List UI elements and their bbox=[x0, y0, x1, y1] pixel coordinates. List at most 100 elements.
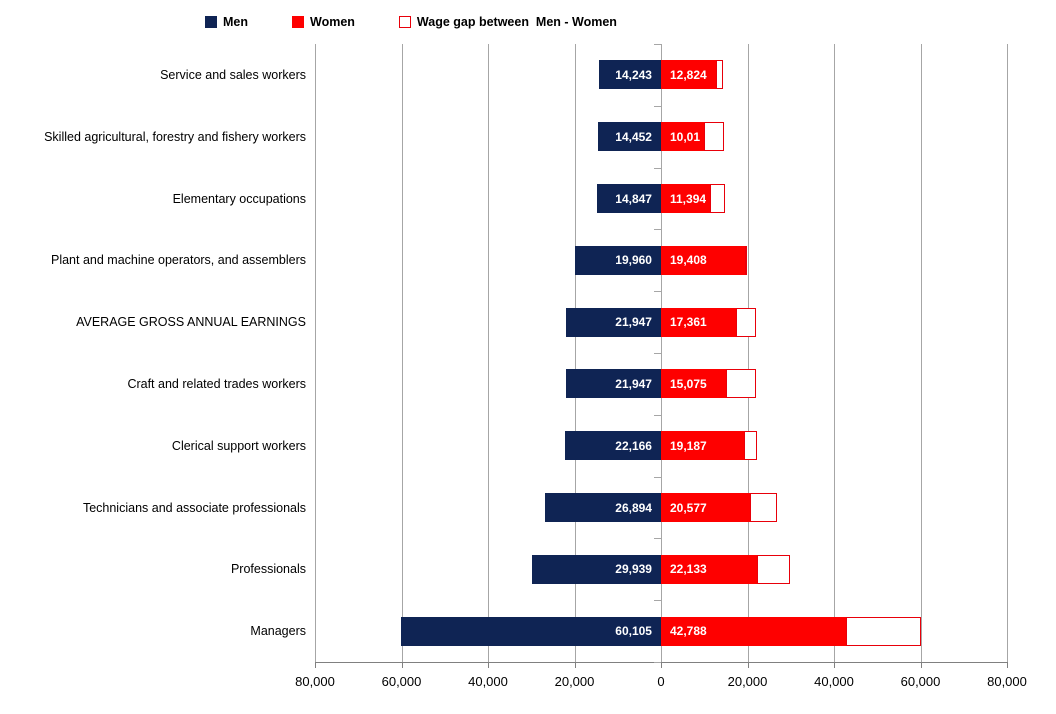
category-label: Managers bbox=[250, 624, 306, 639]
legend-item-women: Women bbox=[292, 15, 355, 29]
women-value-label: 10,01 bbox=[670, 129, 701, 144]
category-axis-tick bbox=[654, 538, 661, 540]
category-axis-tick bbox=[654, 229, 661, 231]
wage-gap-bar bbox=[736, 307, 756, 337]
men-bar: 29,939 bbox=[531, 554, 661, 584]
women-value-label: 12,824 bbox=[670, 67, 707, 82]
category-axis-tick bbox=[654, 291, 661, 293]
women-bar: 10,01 bbox=[661, 122, 705, 152]
women-value-label: 20,577 bbox=[670, 500, 707, 515]
x-axis-tick bbox=[401, 662, 403, 668]
category-label: Service and sales workers bbox=[160, 67, 306, 82]
gridline bbox=[834, 44, 835, 662]
women-bar: 15,075 bbox=[661, 369, 727, 399]
men-bar: 21,947 bbox=[566, 307, 661, 337]
women-bar: 22,133 bbox=[661, 554, 757, 584]
women-bar: 20,577 bbox=[661, 493, 750, 522]
category-label: Elementary occupations bbox=[172, 191, 306, 206]
wage-gap-bar bbox=[743, 431, 757, 461]
men-bar: 19,960 bbox=[574, 245, 661, 275]
women-bar: 12,824 bbox=[661, 60, 717, 90]
women-bar: 11,394 bbox=[661, 184, 711, 213]
wage-gap-bar bbox=[704, 122, 724, 152]
category-axis-tick bbox=[654, 353, 661, 354]
men-bar: 22,166 bbox=[565, 431, 661, 461]
x-axis-tick bbox=[1007, 662, 1008, 668]
category-axis-tick bbox=[654, 105, 661, 107]
wage-gap-bar bbox=[749, 493, 778, 522]
category-axis-tick bbox=[654, 476, 661, 478]
category-label: Clerical support workers bbox=[171, 438, 306, 453]
gridline bbox=[488, 44, 489, 662]
x-tick-label: 60,000 bbox=[900, 674, 941, 689]
gridline bbox=[920, 44, 922, 662]
women-value-label: 15,075 bbox=[670, 376, 707, 391]
wage-gap-bar bbox=[756, 554, 791, 584]
men-bar: 14,243 bbox=[599, 60, 661, 90]
men-value-label: 60,105 bbox=[615, 624, 652, 639]
x-tick-label: 40,000 bbox=[814, 674, 854, 689]
gridline bbox=[661, 44, 662, 662]
men-swatch-icon bbox=[205, 16, 217, 28]
x-tick-label: 60,000 bbox=[381, 674, 422, 689]
women-value-label: 42,788 bbox=[670, 624, 707, 639]
wage-gap-bar bbox=[726, 369, 756, 399]
x-axis-tick bbox=[574, 662, 576, 668]
category-axis-tick bbox=[654, 414, 661, 416]
x-axis-tick bbox=[661, 662, 662, 668]
legend-item-wage-gap: Wage gap between Men - Women bbox=[398, 15, 617, 29]
men-bar: 14,847 bbox=[596, 184, 661, 213]
category-label: AVERAGE GROSS ANNUAL EARNINGS bbox=[76, 315, 306, 330]
category-label: Craft and related trades workers bbox=[127, 376, 306, 391]
gridline bbox=[1007, 44, 1008, 662]
women-value-label: 19,187 bbox=[670, 438, 707, 453]
women-value-label: 19,408 bbox=[670, 253, 707, 268]
x-tick-label: 80,000 bbox=[987, 674, 1027, 689]
wage-gap-bar bbox=[744, 245, 748, 275]
legend: Men Women Wage gap between Men - Women bbox=[205, 15, 617, 29]
men-bar: 26,894 bbox=[544, 493, 661, 522]
women-bar: 19,187 bbox=[661, 431, 744, 461]
men-value-label: 14,452 bbox=[615, 129, 652, 144]
men-value-label: 26,894 bbox=[615, 500, 652, 515]
men-value-label: 29,939 bbox=[615, 562, 652, 577]
x-axis-tick bbox=[747, 662, 749, 668]
x-axis-tick bbox=[920, 662, 922, 668]
x-tick-label: 0 bbox=[657, 674, 665, 689]
legend-item-men: Men bbox=[205, 15, 248, 29]
gridline bbox=[747, 44, 749, 662]
wage-gap-swatch-icon bbox=[398, 16, 411, 28]
category-axis-tick bbox=[654, 662, 661, 663]
gridline bbox=[315, 44, 316, 662]
men-value-label: 21,947 bbox=[615, 315, 652, 330]
x-tick-label: 80,000 bbox=[295, 674, 335, 689]
women-value-label: 22,133 bbox=[670, 562, 707, 577]
men-value-label: 22,166 bbox=[615, 438, 652, 453]
men-value-label: 21,947 bbox=[615, 376, 652, 391]
women-bar: 19,408 bbox=[661, 245, 745, 275]
women-bar: 42,788 bbox=[661, 616, 847, 646]
women-swatch-icon bbox=[292, 16, 304, 28]
men-value-label: 19,960 bbox=[615, 253, 652, 268]
wage-gap-bar bbox=[710, 184, 726, 213]
legend-label-men: Men bbox=[223, 15, 248, 29]
men-value-label: 14,847 bbox=[615, 191, 652, 206]
category-axis-tick bbox=[654, 167, 661, 169]
men-value-label: 14,243 bbox=[615, 67, 652, 82]
x-axis-tick bbox=[488, 662, 489, 668]
x-tick-label: 20,000 bbox=[727, 674, 768, 689]
men-bar: 14,452 bbox=[598, 122, 661, 152]
x-axis-tick bbox=[315, 662, 316, 668]
x-axis-tick bbox=[834, 662, 835, 668]
wage-gap-bar bbox=[846, 616, 921, 646]
category-label: Skilled agricultural, forestry and fishe… bbox=[44, 129, 306, 144]
category-axis-tick bbox=[654, 600, 661, 602]
category-label: Plant and machine operators, and assembl… bbox=[50, 253, 306, 268]
category-label: Professionals bbox=[230, 562, 306, 577]
gridline bbox=[574, 44, 576, 662]
x-tick-label: 20,000 bbox=[554, 674, 595, 689]
women-value-label: 17,361 bbox=[670, 315, 707, 330]
men-bar: 21,947 bbox=[566, 369, 661, 399]
women-bar: 17,361 bbox=[661, 307, 737, 337]
